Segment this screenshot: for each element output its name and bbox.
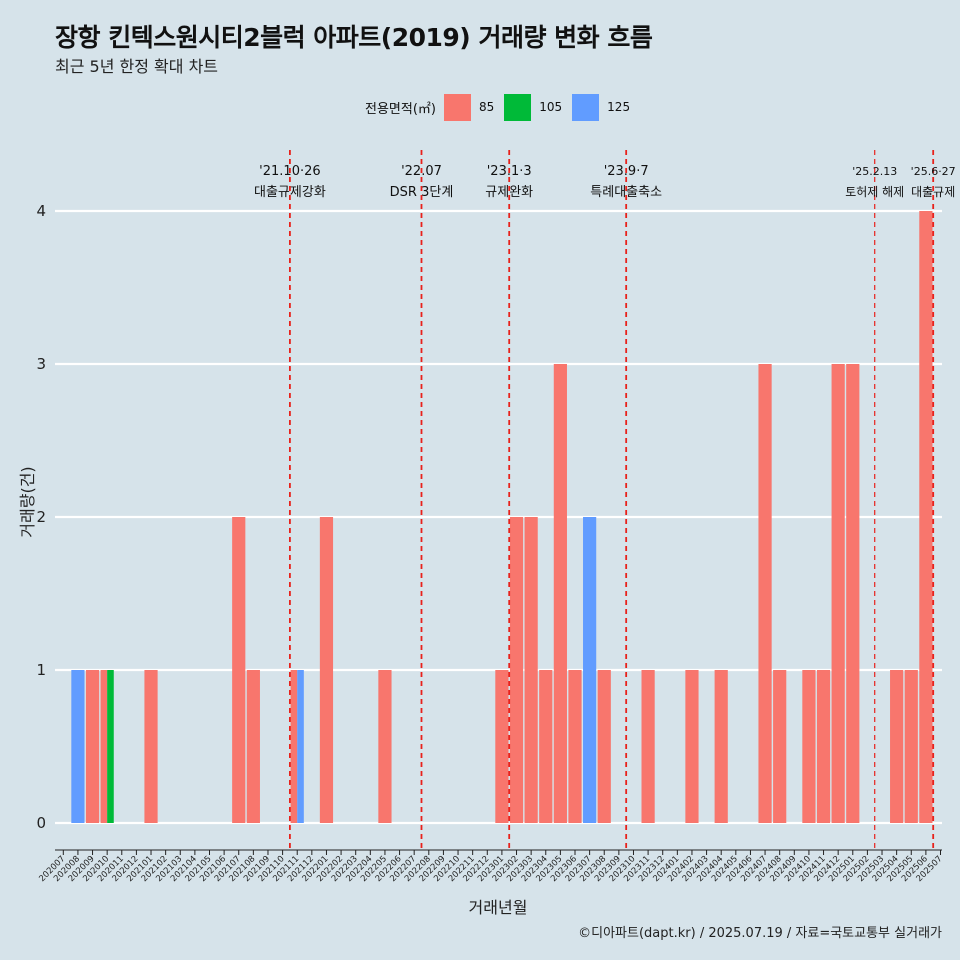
bar-85-202111 bbox=[290, 670, 298, 823]
bar-85-202205 bbox=[378, 670, 392, 823]
y-tick-label: 1 bbox=[36, 661, 46, 679]
bar-85-202101 bbox=[144, 670, 158, 823]
bar-85-202303 bbox=[524, 517, 538, 823]
legend-item-85: 85 bbox=[443, 93, 495, 121]
x-axis-label: 거래년월 bbox=[469, 898, 528, 917]
bar-85-202407 bbox=[758, 364, 772, 823]
y-tick-label: 2 bbox=[36, 508, 46, 526]
legend-swatch-85 bbox=[443, 93, 471, 121]
bar-105-202010 bbox=[107, 670, 114, 823]
y-tick-label: 0 bbox=[36, 814, 46, 832]
event-label: 대출규제 bbox=[911, 185, 955, 199]
event-label: 특례대출축소 bbox=[590, 185, 662, 200]
bar-85-202408 bbox=[773, 670, 787, 823]
event-date: '23.1·3 bbox=[487, 164, 532, 179]
bars bbox=[71, 211, 933, 823]
legend: 전용면적(㎡) 85 105 125 bbox=[365, 93, 640, 121]
chart-subtitle: 최근 5년 한정 확대 차트 bbox=[55, 57, 219, 76]
bar-85-202506 bbox=[919, 211, 933, 823]
event-date: '21.10·26 bbox=[259, 164, 320, 179]
bar-85-202504 bbox=[890, 670, 904, 823]
bar-85-202306 bbox=[568, 670, 582, 823]
legend-title: 전용면적(㎡) bbox=[365, 101, 436, 117]
legend-swatch-125 bbox=[572, 93, 600, 121]
event-annotations: '21.10·26 대출규제강화 '22.07 DSR 3단계 '23.1·3 규제완화 '… bbox=[254, 164, 956, 200]
legend-label-105: 105 bbox=[539, 100, 563, 114]
event-label: DSR 3단계 bbox=[390, 185, 454, 200]
bar-85-202010 bbox=[100, 670, 108, 823]
chart-title: 장항 킨텍스원시티2블럭 아파트(2019) 거래량 변화 흐름 bbox=[55, 23, 653, 52]
event-date: '23.9·7 bbox=[604, 164, 649, 179]
bar-85-202201 bbox=[319, 517, 334, 823]
bar-85-202501 bbox=[846, 364, 860, 823]
y-tick-label: 3 bbox=[36, 355, 46, 373]
source-caption: ©디아파트(dapt.kr) / 2025.07.19 / 자료=국토교통부 실… bbox=[578, 926, 942, 941]
legend-label-85: 85 bbox=[478, 100, 495, 114]
event-date: '25.2.13 bbox=[852, 165, 897, 178]
bar-85-202302 bbox=[509, 517, 524, 823]
bar-85-202009 bbox=[85, 670, 100, 823]
y-tick-label: 4 bbox=[36, 202, 46, 220]
bar-85-202304 bbox=[539, 670, 553, 823]
legend-swatch-105 bbox=[504, 93, 532, 121]
bar-85-202412 bbox=[831, 364, 845, 823]
y-axis-label: 거래량(건) bbox=[18, 466, 37, 537]
bar-125-202008 bbox=[71, 670, 85, 823]
legend-label-125: 125 bbox=[607, 100, 631, 114]
bar-85-202505 bbox=[904, 670, 918, 823]
bar-85-202410 bbox=[802, 670, 816, 823]
bar-85-202411 bbox=[816, 670, 831, 823]
bar-125-202307 bbox=[583, 517, 597, 823]
bar-125-202111 bbox=[297, 670, 304, 823]
bar-85-202308 bbox=[597, 670, 611, 823]
y-axis-ticks: 0 1 2 3 4 bbox=[36, 202, 46, 832]
bar-85-202311 bbox=[641, 670, 655, 823]
bar-85-202404 bbox=[714, 670, 728, 823]
event-date: '25.6·27 bbox=[911, 165, 956, 178]
bar-85-202402 bbox=[685, 670, 699, 823]
event-date: '22.07 bbox=[401, 164, 442, 179]
event-label: 대출규제강화 bbox=[254, 185, 326, 200]
event-label: 토허제 해제 bbox=[845, 185, 904, 199]
x-axis: 2020072020082020092020102020112020122021… bbox=[37, 849, 945, 884]
legend-item-125: 125 bbox=[572, 93, 631, 121]
bar-85-202107 bbox=[232, 517, 246, 823]
bar-85-202301 bbox=[495, 670, 509, 823]
event-label: 규제완화 bbox=[485, 185, 533, 200]
legend-item-105: 105 bbox=[504, 93, 563, 121]
bar-85-202108 bbox=[246, 670, 260, 823]
bar-85-202305 bbox=[553, 364, 567, 823]
